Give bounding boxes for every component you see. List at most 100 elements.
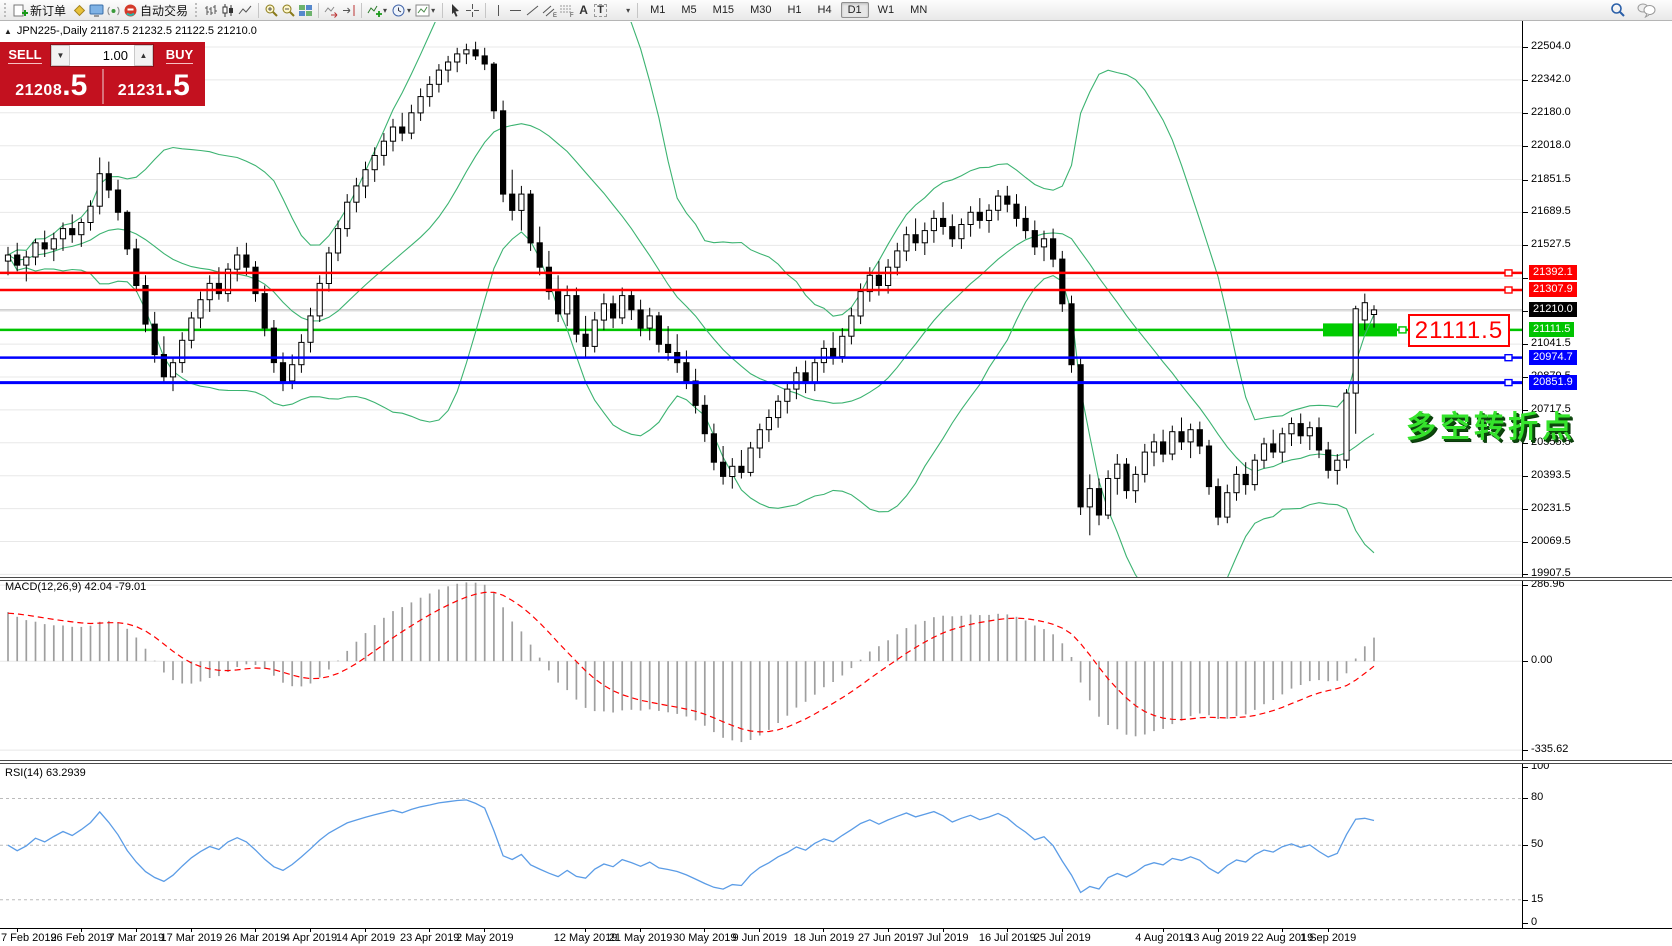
- text-label-tool-icon[interactable]: T: [592, 2, 609, 18]
- chart-shift-icon[interactable]: [340, 2, 357, 18]
- candle: [142, 285, 149, 325]
- bar-chart-icon[interactable]: [203, 2, 220, 18]
- candle: [1095, 488, 1103, 516]
- search-icon[interactable]: [1609, 2, 1626, 18]
- date-label: 22 Aug 2019: [1251, 932, 1314, 944]
- sell-button[interactable]: SELL: [0, 44, 50, 67]
- hline-handle[interactable]: [1504, 378, 1513, 387]
- timeframe-w1[interactable]: W1: [877, 4, 895, 16]
- indicators-icon[interactable]: [366, 2, 383, 18]
- tile-windows-icon[interactable]: [297, 2, 314, 18]
- volume-increase-button[interactable]: ▲: [134, 45, 153, 66]
- date-axis[interactable]: 7 Feb 2019 26 Feb 2019 7 Mar 2019 17 Mar 20…: [0, 928, 1672, 946]
- price-axis[interactable]: 22504.0 22342.0 22180.0 22018.0 21851.5 21689…: [1522, 20, 1672, 928]
- timeframe-m1[interactable]: M1: [650, 4, 666, 16]
- channel-tool-icon[interactable]: E: [541, 2, 558, 18]
- price-line-axis-label: 21210.0: [1529, 301, 1577, 317]
- candle: [32, 242, 39, 258]
- annotation-text[interactable]: 多空转折点: [1406, 411, 1576, 444]
- price-callout-label[interactable]: 21111.5: [1408, 314, 1510, 347]
- axis-tick-mark: [1523, 845, 1528, 847]
- timeframe-h4[interactable]: H4: [817, 4, 832, 16]
- crosshair-icon[interactable]: [464, 2, 481, 18]
- timeframe-m30[interactable]: M30: [750, 4, 772, 16]
- date-tick-mark: [310, 929, 312, 932]
- candle: [426, 83, 433, 98]
- hline-handle[interactable]: [1398, 326, 1407, 334]
- axis-tick-mark: [1523, 541, 1528, 543]
- rsi-pane[interactable]: [0, 765, 1522, 928]
- price-line-axis-label: 20974.7: [1529, 349, 1577, 365]
- axis-tick-mark: [1523, 409, 1528, 411]
- hline-handle[interactable]: [1504, 354, 1513, 362]
- bollinger-middle: [7, 123, 1375, 473]
- arrows-dropdown-caret-icon[interactable]: ▾: [626, 5, 631, 15]
- timeframe-m15[interactable]: M15: [712, 4, 735, 16]
- date-tick-mark: [1061, 929, 1063, 932]
- candle: [1050, 238, 1057, 260]
- candle: [445, 61, 452, 71]
- macd-pane[interactable]: [0, 579, 1522, 755]
- main-price-pane[interactable]: [0, 22, 1522, 577]
- templates-icon[interactable]: [414, 2, 431, 18]
- axis-tick-label: 20717.5: [1531, 402, 1571, 415]
- candle: [243, 254, 250, 268]
- candle: [729, 465, 736, 477]
- pane-separator[interactable]: [0, 577, 1672, 581]
- auto-scroll-icon[interactable]: [323, 2, 340, 18]
- collapse-arrow-icon[interactable]: ▲: [4, 26, 12, 36]
- candlestick-chart-icon[interactable]: [220, 2, 237, 18]
- cursor-icon[interactable]: [447, 2, 464, 18]
- zoom-out-icon[interactable]: [280, 2, 297, 18]
- horizontal-line-tool-icon[interactable]: [507, 2, 524, 18]
- timeframe-m5[interactable]: M5: [681, 4, 697, 16]
- svg-text:F: F: [570, 13, 574, 18]
- candle: [765, 417, 772, 431]
- trendline-tool-icon[interactable]: [524, 2, 541, 18]
- fibonacci-tool-icon[interactable]: F: [558, 2, 575, 18]
- candle: [619, 295, 626, 319]
- signals-icon[interactable]: [105, 2, 122, 18]
- zoom-in-icon[interactable]: [263, 2, 280, 18]
- highlight-box[interactable]: [1323, 323, 1397, 337]
- templates-dropdown-caret-icon[interactable]: ▾: [431, 5, 436, 15]
- terminal-icon[interactable]: [88, 2, 105, 18]
- candle: [536, 242, 543, 268]
- periods-dropdown-caret-icon[interactable]: ▾: [407, 5, 412, 15]
- candle: [628, 295, 635, 311]
- volume-input[interactable]: 1.00: [70, 45, 134, 66]
- candle: [527, 193, 534, 244]
- vertical-line-tool-icon[interactable]: [490, 2, 507, 18]
- candle: [1215, 486, 1222, 518]
- candle: [518, 193, 525, 211]
- price-line-axis-label: 21111.5: [1529, 321, 1575, 337]
- line-chart-icon[interactable]: [237, 2, 254, 18]
- pane-separator[interactable]: [0, 760, 1672, 764]
- volume-decrease-button[interactable]: ▼: [51, 45, 70, 66]
- text-tool-icon[interactable]: A: [579, 3, 588, 17]
- periods-icon[interactable]: [390, 2, 407, 18]
- candle: [591, 319, 598, 347]
- hline-handle[interactable]: [1504, 286, 1513, 294]
- indicators-dropdown-caret-icon[interactable]: ▾: [383, 5, 388, 15]
- diamond-icon[interactable]: [71, 2, 88, 18]
- timeframe-mn[interactable]: MN: [910, 4, 928, 16]
- hline-handle[interactable]: [1504, 269, 1513, 277]
- rsi-line: [7, 799, 1375, 894]
- candle: [1013, 203, 1020, 219]
- date-label: 4 Aug 2019: [1135, 932, 1191, 944]
- timeframe-h1[interactable]: H1: [787, 4, 802, 16]
- axis-tick-mark: [1523, 376, 1528, 378]
- new-order-label[interactable]: 新订单: [30, 3, 67, 18]
- auto-trading-icon[interactable]: [122, 2, 139, 18]
- auto-trading-label[interactable]: 自动交易: [140, 3, 189, 18]
- candle: [1224, 492, 1231, 518]
- buy-button[interactable]: BUY: [154, 44, 205, 67]
- timeframe-d1[interactable]: D1: [840, 2, 869, 18]
- chat-icon[interactable]: [1636, 2, 1656, 18]
- candle: [1132, 473, 1139, 492]
- arrows-tool-icon[interactable]: [609, 2, 626, 18]
- new-order-icon[interactable]: [12, 2, 29, 18]
- date-tick-mark: [255, 929, 257, 932]
